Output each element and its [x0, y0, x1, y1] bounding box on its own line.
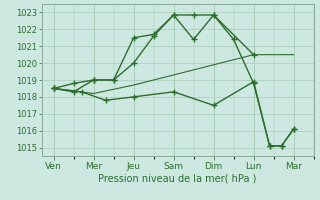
X-axis label: Pression niveau de la mer( hPa ): Pression niveau de la mer( hPa ) — [99, 173, 257, 183]
